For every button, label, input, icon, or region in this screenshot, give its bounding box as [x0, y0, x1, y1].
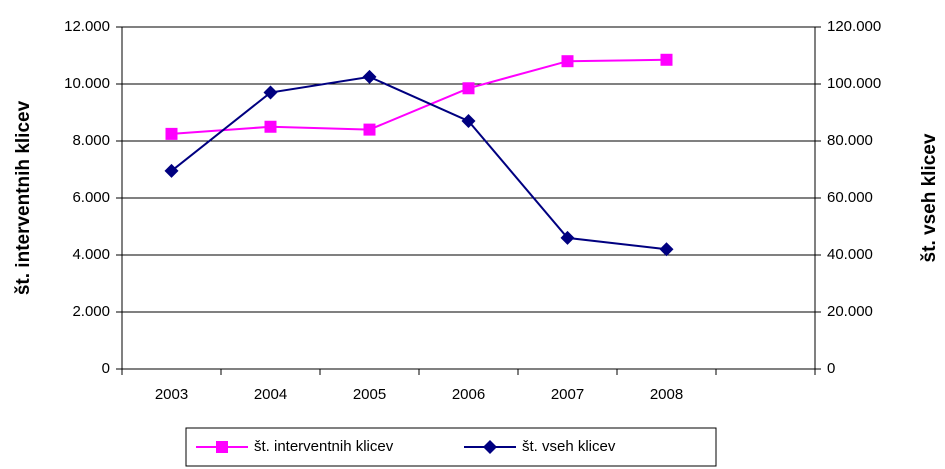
series-line — [171, 58, 667, 135]
data-point — [362, 69, 377, 84]
data-point — [461, 114, 476, 129]
y2-tick-label: 100.000 — [827, 75, 881, 92]
y-tick-label: 0 — [102, 360, 110, 377]
y-axis-title: št. interventnih klicev — [13, 100, 34, 295]
y-tick-label: 2.000 — [72, 303, 110, 320]
y2-tick-label: 40.000 — [827, 246, 873, 263]
y2-tick-label: 120.000 — [827, 18, 881, 35]
data-point — [264, 120, 277, 133]
y2-tick-label: 60.000 — [827, 189, 873, 206]
x-tick-label: 2006 — [452, 386, 485, 403]
y-tick-label: 4.000 — [72, 246, 110, 263]
y-tick-label: 12.000 — [64, 18, 110, 35]
series-line — [170, 75, 667, 251]
legend-label: št. interventnih klicev — [254, 438, 394, 455]
legend-box — [185, 427, 717, 467]
y2-tick-label: 80.000 — [827, 132, 873, 149]
x-tick-label: 2005 — [353, 386, 386, 403]
x-tick-label: 2007 — [551, 386, 584, 403]
y2-tick-label: 20.000 — [827, 303, 873, 320]
x-tick-label: 2008 — [650, 386, 683, 403]
x-tick-label: 2003 — [155, 386, 188, 403]
y-tick-label: 6.000 — [72, 189, 110, 206]
data-point — [560, 230, 575, 245]
legend-label: št. vseh klicev — [522, 438, 616, 455]
data-point — [363, 123, 376, 136]
data-point — [462, 82, 475, 95]
y-tick-label: 10.000 — [64, 75, 110, 92]
y-tick-label: 8.000 — [72, 132, 110, 149]
legend-marker — [216, 441, 228, 453]
x-tick-label: 2004 — [254, 386, 287, 403]
data-point — [561, 55, 574, 68]
data-point — [660, 53, 673, 66]
data-point — [164, 163, 179, 178]
y2-tick-label: 0 — [827, 360, 835, 377]
data-point — [165, 127, 178, 140]
data-point — [659, 242, 674, 257]
y2-axis-title: št. vseh klicev — [919, 133, 940, 262]
data-point — [263, 85, 278, 100]
legend-marker — [483, 440, 497, 454]
